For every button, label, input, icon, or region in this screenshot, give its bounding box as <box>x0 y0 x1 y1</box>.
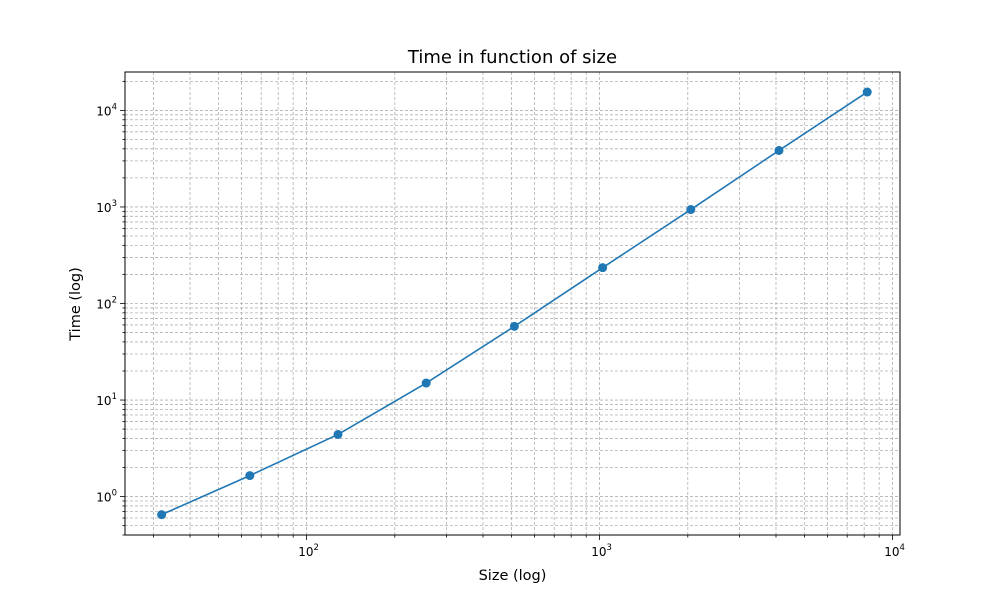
axes: 102 103 104 100 101 102 103 104 <box>96 80 905 559</box>
y-axis-label: Time (log) <box>68 267 84 342</box>
data-point <box>157 510 167 520</box>
series-layer <box>157 87 872 520</box>
x-tick-label: 104 <box>884 543 905 559</box>
y-tick-label: 101 <box>96 392 117 408</box>
x-tick-label: 102 <box>298 543 319 559</box>
y-tick-label: 102 <box>96 296 117 312</box>
data-point <box>421 378 431 388</box>
data-point <box>774 145 784 155</box>
data-point <box>686 205 696 215</box>
data-point <box>509 321 519 331</box>
y-tick-label: 103 <box>96 199 117 215</box>
data-point <box>333 429 343 439</box>
chart-title: Time in function of size <box>407 47 617 68</box>
y-tick-label: 104 <box>96 102 117 118</box>
data-point <box>862 87 872 97</box>
x-axis-label: Size (log) <box>479 568 547 584</box>
data-point <box>245 471 255 481</box>
y-tick-label: 100 <box>96 489 117 505</box>
data-point <box>598 263 608 273</box>
x-tick-label: 103 <box>591 543 612 559</box>
